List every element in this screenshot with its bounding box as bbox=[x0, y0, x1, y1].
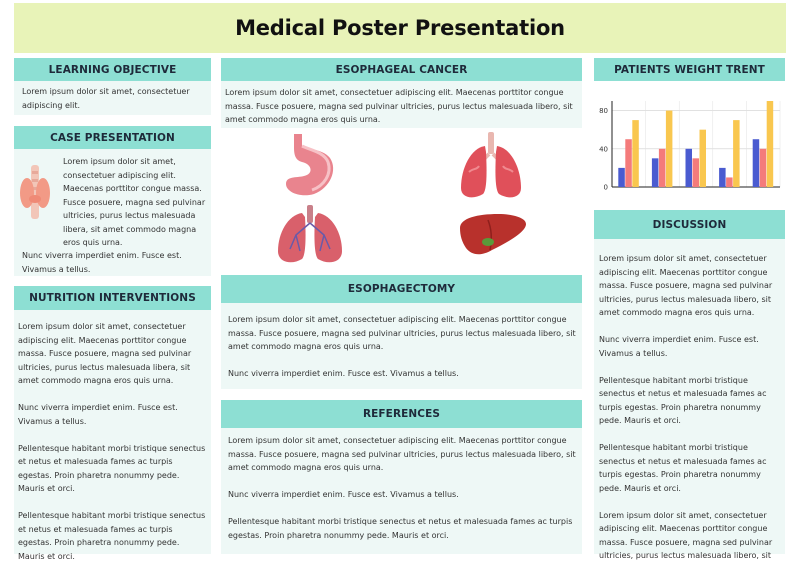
nutrition-paragraph-4: Pellentesque habitant morbi tristique se… bbox=[18, 511, 206, 561]
bar bbox=[719, 167, 726, 187]
discussion-paragraph-4: Pellentesque habitant morbi tristique se… bbox=[599, 443, 767, 493]
nutrition-paragraph-2: Nunc viverra imperdiet enim. Fusce est. … bbox=[18, 403, 178, 426]
discussion-paragraph-5: Lorem ipsum dolor sit amet, consectetuer… bbox=[599, 510, 773, 566]
references-paragraph-1: Lorem ipsum dolor sit amet, consectetuer… bbox=[228, 436, 576, 472]
trachea-lungs-icon bbox=[274, 205, 346, 265]
thyroid-icon bbox=[18, 163, 52, 221]
weight-chart-heading: PATIENTS WEIGHT TRENT bbox=[594, 58, 785, 81]
case-presentation-text: Lorem ipsum dolor sit amet, consectetuer… bbox=[63, 157, 206, 247]
y-tick-label: 40 bbox=[599, 145, 608, 153]
nutrition-panel bbox=[14, 286, 211, 554]
bar bbox=[699, 129, 706, 187]
learning-objective-heading: LEARNING OBJECTIVE bbox=[14, 58, 211, 81]
y-tick-label: 0 bbox=[604, 184, 608, 192]
bar bbox=[759, 148, 767, 187]
title-bar: Medical Poster Presentation bbox=[14, 3, 786, 53]
discussion-text: Lorem ipsum dolor sit amet, consectetuer… bbox=[599, 252, 781, 566]
case-presentation-heading: CASE PRESENTATION bbox=[14, 126, 211, 149]
references-paragraph-2: Nunc viverra imperdiet enim. Fusce est. … bbox=[228, 490, 459, 499]
nutrition-heading: NUTRITION INTERVENTIONS bbox=[14, 286, 211, 310]
esophageal-cancer-heading: ESOPHAGEAL CANCER bbox=[221, 58, 582, 81]
discussion-paragraph-1: Lorem ipsum dolor sit amet, consectetuer… bbox=[599, 254, 773, 317]
bar bbox=[651, 158, 659, 187]
bar bbox=[618, 167, 625, 187]
bar bbox=[632, 120, 639, 187]
references-heading: REFERENCES bbox=[221, 400, 582, 428]
nutrition-paragraph-3: Pellentesque habitant morbi tristique se… bbox=[18, 443, 206, 494]
esophagectomy-paragraph-2: Nunc viverra imperdiet enim. Fusce est. … bbox=[228, 369, 459, 378]
bar bbox=[752, 139, 760, 187]
esophagectomy-paragraph-1: Lorem ipsum dolor sit amet, consectetuer… bbox=[228, 315, 576, 351]
stomach-icon bbox=[272, 132, 342, 200]
poster-title: Medical Poster Presentation bbox=[235, 16, 565, 40]
bar bbox=[733, 120, 740, 187]
liver-icon bbox=[458, 212, 528, 258]
esophagectomy-text: Lorem ipsum dolor sit amet, consectetuer… bbox=[228, 313, 576, 381]
learning-objective-text: Lorem ipsum dolor sit amet, consectetuer… bbox=[22, 87, 190, 110]
bar bbox=[685, 148, 692, 187]
esophageal-cancer-text: Lorem ipsum dolor sit amet, consectetuer… bbox=[225, 88, 573, 124]
references-paragraph-3: Pellentesque habitant morbi tristique se… bbox=[228, 517, 573, 540]
references-text: Lorem ipsum dolor sit amet, consectetuer… bbox=[228, 434, 576, 542]
discussion-heading: DISCUSSION bbox=[594, 210, 785, 239]
discussion-panel bbox=[594, 210, 785, 554]
bar bbox=[658, 148, 666, 187]
bar bbox=[726, 177, 733, 187]
discussion-paragraph-2: Nunc viverra imperdiet enim. Fusce est. … bbox=[599, 335, 759, 358]
bar bbox=[625, 139, 632, 187]
lungs-icon bbox=[459, 132, 523, 202]
weight-chart: 0 40 80 bbox=[599, 101, 781, 192]
case-presentation-text-2: Nunc viverra imperdiet enim. Fusce est. … bbox=[22, 251, 182, 274]
bar bbox=[766, 101, 774, 187]
y-tick-label: 80 bbox=[599, 107, 608, 115]
nutrition-paragraph-1: Lorem ipsum dolor sit amet, consectetuer… bbox=[18, 322, 192, 385]
esophagectomy-heading: ESOPHAGECTOMY bbox=[221, 275, 582, 303]
bar bbox=[665, 110, 673, 187]
discussion-paragraph-3: Pellentesque habitant morbi tristique se… bbox=[599, 375, 767, 426]
bar bbox=[692, 158, 699, 187]
nutrition-text: Lorem ipsum dolor sit amet, consectetuer… bbox=[18, 320, 208, 563]
